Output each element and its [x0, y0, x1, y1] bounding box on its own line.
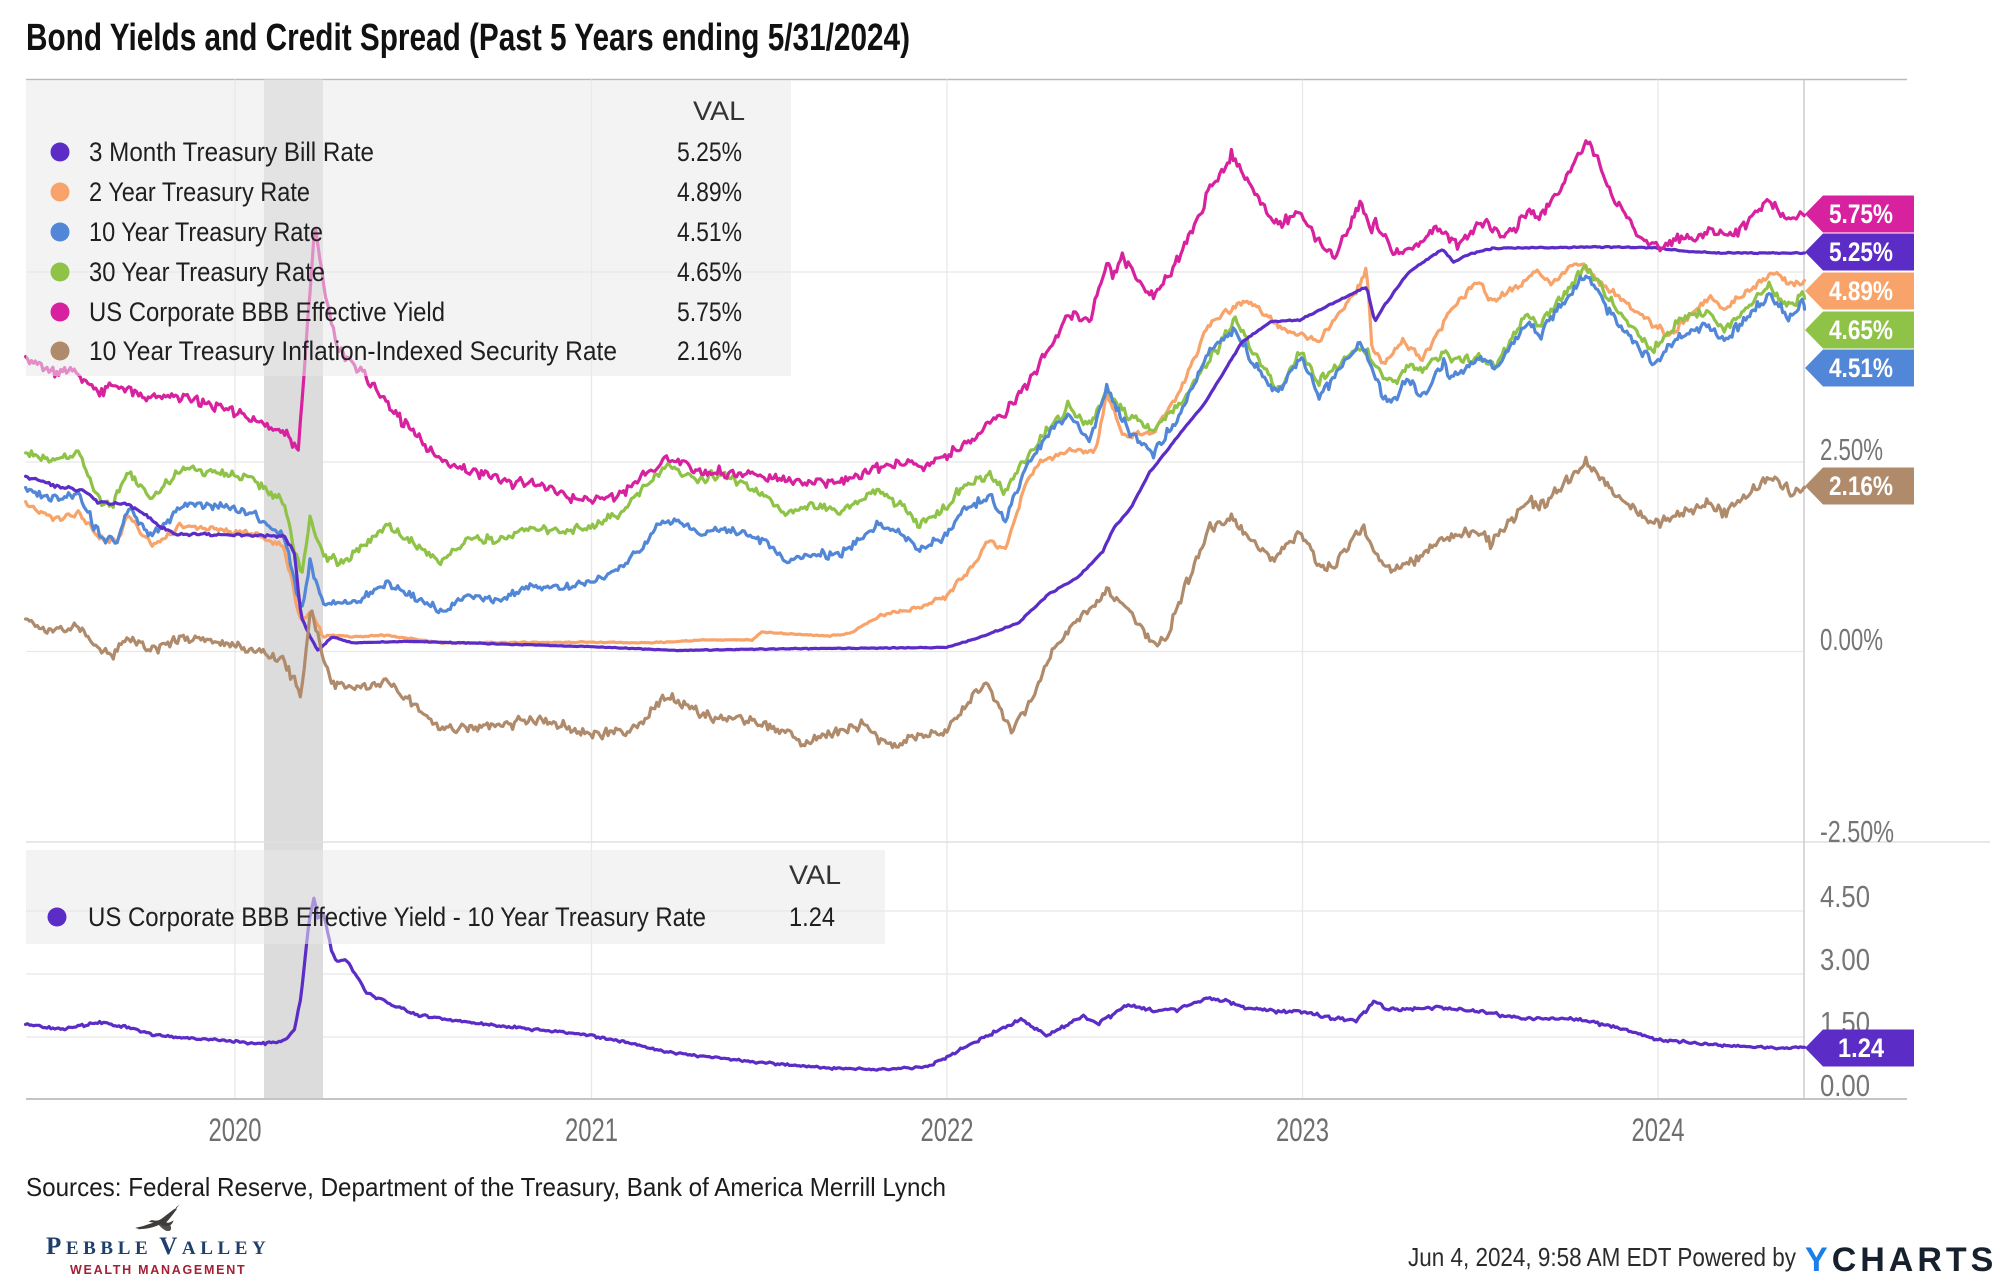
svg-text:4.65%: 4.65%	[1829, 315, 1893, 345]
svg-text:4.51%: 4.51%	[1829, 353, 1893, 383]
svg-text:2.16%: 2.16%	[677, 336, 742, 366]
svg-text:1.24: 1.24	[789, 902, 835, 932]
svg-text:YCHARTS: YCHARTS	[1805, 1241, 1997, 1279]
svg-text:5.25%: 5.25%	[1829, 237, 1893, 267]
svg-text:0.00%: 0.00%	[1820, 622, 1883, 657]
svg-text:WEALTH MANAGEMENT: WEALTH MANAGEMENT	[70, 1263, 248, 1277]
svg-text:5.75%: 5.75%	[1829, 199, 1893, 229]
svg-text:4.50: 4.50	[1820, 879, 1870, 914]
svg-text:US Corporate BBB Effective Yie: US Corporate BBB Effective Yield	[89, 297, 445, 327]
svg-text:2022: 2022	[921, 1112, 974, 1148]
svg-text:4.89%: 4.89%	[1829, 276, 1893, 306]
svg-text:2024: 2024	[1632, 1112, 1685, 1148]
svg-text:0.00: 0.00	[1820, 1068, 1870, 1103]
svg-text:4.51%: 4.51%	[677, 217, 742, 247]
svg-text:3.00: 3.00	[1820, 942, 1870, 977]
svg-text:5.75%: 5.75%	[677, 297, 742, 327]
svg-text:2023: 2023	[1276, 1112, 1329, 1148]
svg-text:10 Year Treasury Rate: 10 Year Treasury Rate	[89, 217, 323, 247]
svg-text:3 Month Treasury Bill Rate: 3 Month Treasury Bill Rate	[89, 137, 374, 167]
svg-text:US Corporate BBB Effective Yie: US Corporate BBB Effective Yield - 10 Ye…	[88, 902, 706, 932]
svg-text:Jun 4, 2024, 9:58 AM EDT Power: Jun 4, 2024, 9:58 AM EDT Powered by	[1408, 1242, 1796, 1272]
svg-text:Bond Yields and Credit Spread: Bond Yields and Credit Spread (Past 5 Ye…	[26, 17, 910, 59]
svg-text:10 Year Treasury Inflation-Ind: 10 Year Treasury Inflation-Indexed Secur…	[89, 336, 617, 366]
svg-text:2 Year Treasury Rate: 2 Year Treasury Rate	[89, 177, 310, 207]
svg-text:VAL: VAL	[789, 860, 841, 890]
svg-text:VAL: VAL	[693, 96, 745, 126]
svg-text:2021: 2021	[565, 1112, 618, 1148]
svg-text:2020: 2020	[209, 1112, 262, 1148]
svg-text:-2.50%: -2.50%	[1820, 814, 1894, 849]
svg-text:1.24: 1.24	[1838, 1033, 1884, 1063]
svg-text:4.89%: 4.89%	[677, 177, 742, 207]
svg-text:30 Year Treasury Rate: 30 Year Treasury Rate	[89, 257, 325, 287]
svg-text:2.50%: 2.50%	[1820, 432, 1883, 467]
svg-text:Sources: Federal Reserve, Depa: Sources: Federal Reserve, Department of …	[26, 1172, 946, 1202]
svg-text:2.16%: 2.16%	[1829, 471, 1893, 501]
svg-text:5.25%: 5.25%	[677, 137, 742, 167]
svg-text:4.65%: 4.65%	[677, 257, 742, 287]
